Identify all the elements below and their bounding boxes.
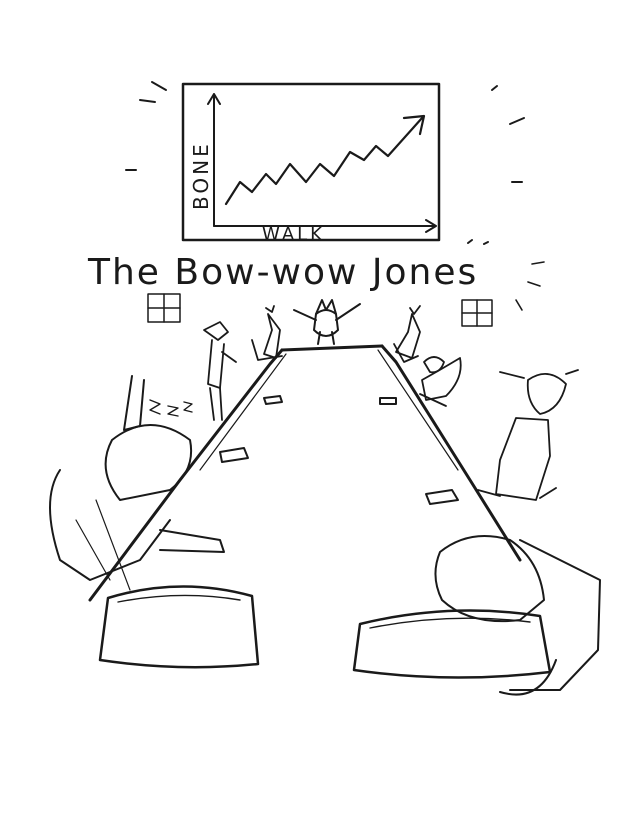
window-right <box>461 299 493 327</box>
chart-y-label: BONE <box>189 141 213 210</box>
table-papers <box>219 395 459 505</box>
chart-arrowhead <box>402 114 426 136</box>
sleeping-dog <box>49 375 225 591</box>
cartoon-caption: The Bow-wow Jones <box>87 252 478 293</box>
chart-x-axis <box>213 219 437 233</box>
suited-dog-right <box>477 369 579 501</box>
window-left <box>147 293 181 323</box>
chart-y-axis <box>207 93 221 227</box>
seated-dog-right <box>419 356 462 407</box>
chart-trend-line <box>224 116 424 206</box>
caption-tick-marks <box>515 261 545 311</box>
food-bowl-right <box>352 609 552 679</box>
stock-chart: BONE WALK <box>181 82 441 245</box>
chart-x-label: WALK <box>262 224 325 245</box>
dog-right-head <box>393 305 421 363</box>
chart-frame <box>181 82 441 242</box>
dog-left-head <box>251 305 283 361</box>
eating-dog <box>434 535 601 696</box>
food-bowl-left <box>98 585 260 669</box>
emphasis-marks <box>125 81 525 245</box>
standing-dog-left <box>203 321 237 421</box>
chairman-dog <box>293 299 361 345</box>
